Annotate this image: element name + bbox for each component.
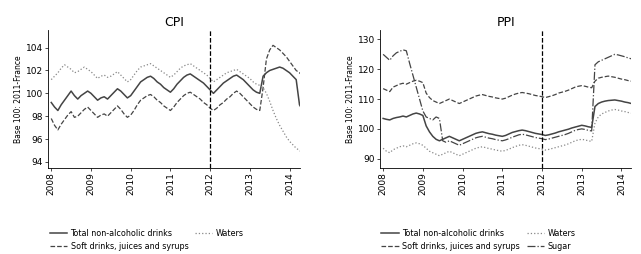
Y-axis label: Base 100: 2011-France: Base 100: 2011-France [14, 55, 23, 143]
Title: PPI: PPI [496, 16, 515, 29]
Y-axis label: Base 100: 2011-France: Base 100: 2011-France [346, 55, 355, 143]
Title: CPI: CPI [164, 16, 184, 29]
Legend: Total non-alcoholic drinks, Soft drinks, juices and syrups, Waters, Sugar: Total non-alcoholic drinks, Soft drinks,… [381, 229, 576, 251]
Legend: Total non-alcoholic drinks, Soft drinks, juices and syrups, Waters: Total non-alcoholic drinks, Soft drinks,… [49, 229, 244, 251]
